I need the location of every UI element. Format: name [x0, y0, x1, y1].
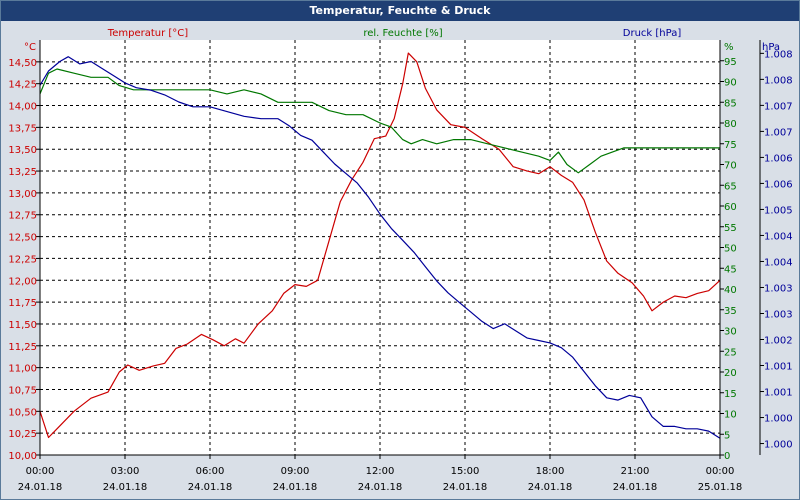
- temperature-tick-label: 12,50: [8, 233, 37, 244]
- temperature-tick-label: 10,25: [8, 429, 37, 440]
- pressure-tick-label: 1.002: [764, 335, 793, 346]
- temperature-tick-label: 12,00: [8, 276, 37, 287]
- pressure-tick-label: 1.008: [764, 49, 793, 60]
- temperature-series-line: [39, 52, 721, 439]
- pressure-tick-label: 1.006: [764, 153, 793, 164]
- temperature-tick-label: 11,25: [8, 342, 37, 353]
- pressure-tick-label: 1.004: [764, 257, 793, 268]
- humidity-tick-label: 35: [724, 306, 737, 317]
- humidity-tick-label: 80: [724, 119, 737, 130]
- humidity-tick-label: 50: [724, 244, 737, 255]
- x-tick-date: 24.01.18: [443, 482, 488, 493]
- pressure-tick-label: 1.006: [764, 179, 793, 190]
- pressure-tick-label: 1.007: [764, 127, 793, 138]
- temperature-tick-label: 13,25: [8, 167, 37, 178]
- humidity-tick-label: 0: [724, 451, 730, 462]
- humidity-tick-label: 90: [724, 78, 737, 89]
- x-tick-date: 24.01.18: [613, 482, 658, 493]
- humidity-tick-label: 40: [724, 285, 737, 296]
- pressure-tick-label: 1.000: [764, 440, 793, 451]
- x-tick-date: 24.01.18: [18, 482, 63, 493]
- x-tick-time: 06:00: [196, 466, 225, 477]
- grid: [40, 40, 720, 455]
- title-bar: Temperatur, Feuchte & Druck: [1, 1, 799, 21]
- pressure-tick-label: 1.003: [764, 309, 793, 320]
- x-tick-time: 18:00: [536, 466, 565, 477]
- x-tick-time: 12:00: [366, 466, 395, 477]
- temperature-tick-label: 11,75: [8, 298, 37, 309]
- plot-area: [40, 40, 720, 455]
- x-tick-date: 24.01.18: [273, 482, 318, 493]
- x-tick-date: 24.01.18: [188, 482, 233, 493]
- humidity-tick-label: 15: [724, 389, 737, 400]
- x-tick-time: 00:00: [706, 466, 735, 477]
- pressure-tick-label: 1.007: [764, 101, 793, 112]
- x-tick-time: 03:00: [111, 466, 140, 477]
- pressure-tick-label: 1.004: [764, 231, 793, 242]
- temperature-tick-label: 11,50: [8, 320, 37, 331]
- humidity-tick-label: 85: [724, 98, 737, 109]
- humidity-tick-label: 45: [724, 264, 737, 275]
- temperature-tick-label: 14,00: [8, 102, 37, 113]
- pressure-series-line: [39, 56, 721, 439]
- humidity-tick-label: 20: [724, 368, 737, 379]
- x-tick-time: 09:00: [281, 466, 310, 477]
- pressure-tick-label: 1.003: [764, 283, 793, 294]
- pressure-tick-label: 1.001: [764, 388, 793, 399]
- temperature-tick-label: 10,00: [8, 451, 37, 462]
- pressure-tick-label: 1.005: [764, 205, 793, 216]
- humidity-tick-label: 5: [724, 430, 730, 441]
- temperature-unit: °C: [24, 42, 36, 53]
- temperature-tick-label: 10,75: [8, 385, 37, 396]
- x-tick-date: 24.01.18: [528, 482, 573, 493]
- humidity-tick-label: 30: [724, 327, 737, 338]
- pressure-unit: hPa: [762, 42, 780, 53]
- temperature-tick-label: 13,75: [8, 123, 37, 134]
- humidity-tick-label: 25: [724, 347, 737, 358]
- temperature-tick-label: 13,00: [8, 189, 37, 200]
- temperature-tick-label: 14,50: [8, 58, 37, 69]
- x-tick-time: 15:00: [451, 466, 480, 477]
- x-tick-time: 21:00: [621, 466, 650, 477]
- x-tick-time: 00:00: [26, 466, 55, 477]
- humidity-tick-label: 75: [724, 140, 737, 151]
- x-tick-date: 24.01.18: [358, 482, 403, 493]
- chart-title: Temperatur, Feuchte & Druck: [309, 4, 491, 17]
- humidity-unit: %: [724, 42, 734, 53]
- temperature-tick-label: 12,25: [8, 254, 37, 265]
- humidity-tick-label: 60: [724, 202, 737, 213]
- temperature-tick-label: 14,25: [8, 80, 37, 91]
- humidity-axis-title: rel. Feuchte [%]: [363, 28, 442, 39]
- pressure-tick-label: 1.001: [764, 362, 793, 373]
- x-tick-date: 25.01.18: [698, 482, 743, 493]
- temperature-axis-title: Temperatur [°C]: [107, 28, 188, 39]
- temperature-tick-label: 10,50: [8, 407, 37, 418]
- humidity-tick-label: 70: [724, 161, 737, 172]
- pressure-axis-title: Druck [hPa]: [623, 28, 682, 39]
- humidity-tick-label: 95: [724, 57, 737, 68]
- humidity-tick-label: 65: [724, 181, 737, 192]
- temperature-tick-label: 11,00: [8, 364, 37, 375]
- temperature-tick-label: 13,50: [8, 145, 37, 156]
- temperature-tick-label: 12,75: [8, 211, 37, 222]
- humidity-tick-label: 10: [724, 410, 737, 421]
- pressure-tick-label: 1.000: [764, 414, 793, 425]
- x-tick-date: 24.01.18: [103, 482, 148, 493]
- pressure-tick-label: 1.008: [764, 75, 793, 86]
- humidity-tick-label: 55: [724, 223, 737, 234]
